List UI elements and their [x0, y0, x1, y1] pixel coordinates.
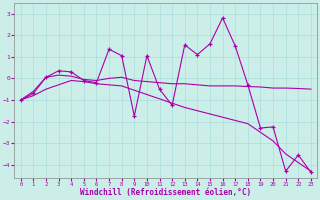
X-axis label: Windchill (Refroidissement éolien,°C): Windchill (Refroidissement éolien,°C) — [80, 188, 252, 197]
